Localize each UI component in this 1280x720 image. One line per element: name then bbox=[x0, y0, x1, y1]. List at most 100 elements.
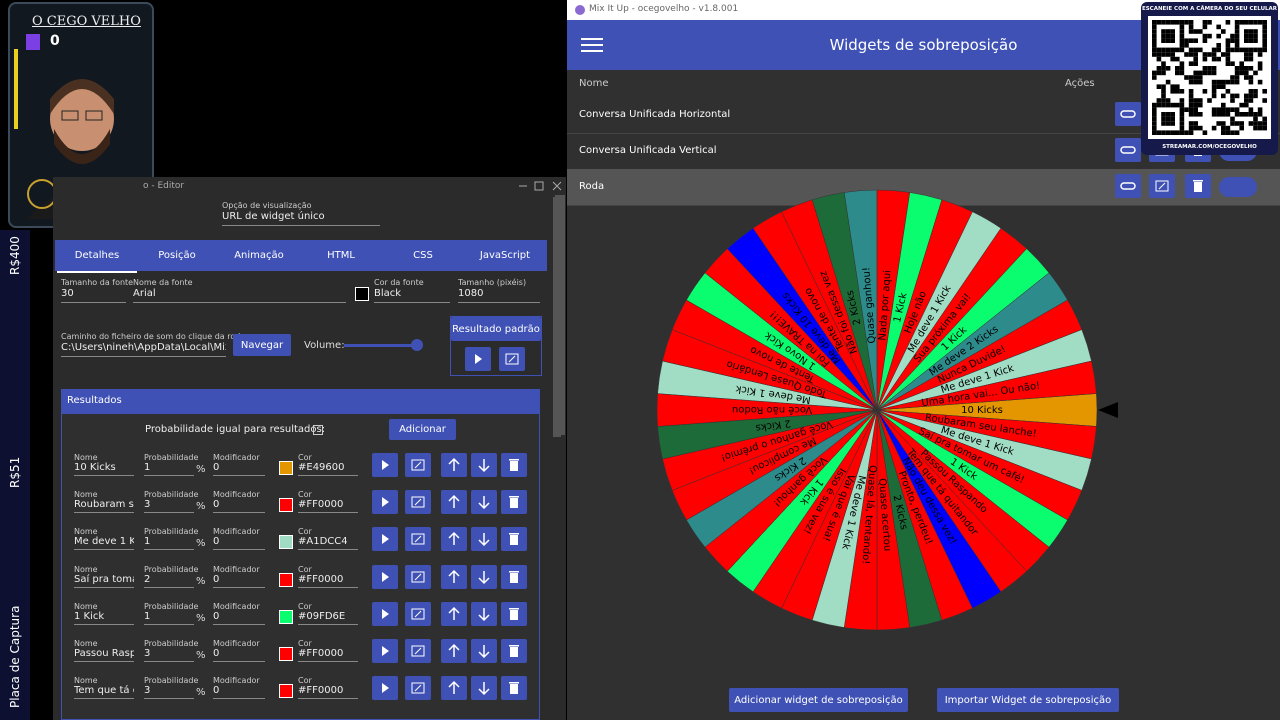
color-swatch[interactable] bbox=[279, 609, 293, 624]
text-input[interactable]: Tem que tá qu bbox=[74, 685, 134, 700]
move-up-button[interactable] bbox=[441, 527, 467, 552]
text-input[interactable]: #FF0000 bbox=[298, 648, 358, 662]
color-swatch[interactable] bbox=[279, 684, 293, 699]
move-up-button[interactable] bbox=[441, 564, 467, 589]
play-button[interactable] bbox=[372, 639, 398, 663]
text-input[interactable]: Roubaram se bbox=[74, 499, 134, 514]
text-input[interactable]: 0 bbox=[213, 574, 265, 588]
move-down-button[interactable] bbox=[471, 490, 497, 515]
text-input[interactable]: Saí pra tomar bbox=[74, 574, 134, 588]
text-input[interactable]: Me deve 1 Kic bbox=[74, 536, 134, 551]
edit-button[interactable] bbox=[405, 601, 431, 626]
view-select[interactable]: URL de widget único bbox=[222, 211, 380, 226]
text-input[interactable]: 3 bbox=[144, 685, 194, 700]
import-widget-button[interactable]: Importar Widget de sobreposição bbox=[937, 688, 1119, 712]
volume-slider[interactable] bbox=[344, 344, 418, 347]
color-swatch[interactable] bbox=[279, 498, 293, 513]
edit-button[interactable] bbox=[405, 564, 431, 589]
slider-thumb[interactable] bbox=[411, 339, 423, 351]
delete-button[interactable] bbox=[501, 676, 527, 701]
tab[interactable]: Detalhes bbox=[57, 240, 137, 273]
text-input[interactable]: #E49600 bbox=[298, 462, 358, 476]
text-input[interactable]: #FF0000 bbox=[298, 574, 358, 588]
delete-button[interactable] bbox=[501, 453, 527, 477]
delete-button[interactable] bbox=[501, 639, 527, 663]
play-button[interactable] bbox=[372, 601, 398, 626]
text-input[interactable]: 0 bbox=[213, 611, 265, 625]
text-input[interactable]: 1080 bbox=[458, 288, 540, 303]
add-widget-button[interactable]: Adicionar widget de sobreposição bbox=[729, 688, 908, 712]
play-button[interactable] bbox=[372, 564, 398, 589]
edit-button[interactable] bbox=[1149, 174, 1175, 198]
link-button[interactable] bbox=[1115, 174, 1141, 198]
tab[interactable]: HTML bbox=[327, 250, 355, 261]
color-swatch[interactable] bbox=[279, 647, 293, 661]
editor-scrollbar[interactable] bbox=[555, 195, 565, 435]
checkbox[interactable] bbox=[313, 425, 323, 435]
delete-button[interactable] bbox=[501, 601, 527, 626]
play-button[interactable] bbox=[372, 453, 398, 477]
toggle[interactable] bbox=[1219, 177, 1257, 197]
move-down-button[interactable] bbox=[471, 453, 497, 477]
tab[interactable]: JavaScript bbox=[479, 250, 531, 261]
text-input[interactable]: #FF0000 bbox=[298, 685, 358, 700]
tab[interactable]: CSS bbox=[413, 250, 433, 261]
text-input[interactable]: 1 bbox=[144, 462, 194, 476]
text-input[interactable]: 0 bbox=[213, 499, 265, 514]
delete-button[interactable] bbox=[501, 490, 527, 515]
edit-button[interactable] bbox=[405, 527, 431, 552]
edit-button[interactable] bbox=[405, 490, 431, 515]
move-down-button[interactable] bbox=[471, 676, 497, 701]
text-input[interactable]: 1 bbox=[144, 536, 194, 551]
menu-button[interactable] bbox=[581, 38, 603, 54]
link-button[interactable] bbox=[1115, 138, 1141, 162]
text-input[interactable]: 0 bbox=[213, 685, 265, 700]
text-input[interactable]: 0 bbox=[213, 648, 265, 662]
text-input[interactable]: Black bbox=[374, 288, 450, 303]
delete-button[interactable] bbox=[501, 527, 527, 552]
move-down-button[interactable] bbox=[471, 601, 497, 626]
tab[interactable]: Animação bbox=[234, 250, 284, 261]
text-input[interactable]: 1 Kick bbox=[74, 611, 134, 625]
move-up-button[interactable] bbox=[441, 676, 467, 701]
play-button[interactable] bbox=[372, 490, 398, 515]
browse-button[interactable]: Navegar bbox=[233, 334, 291, 356]
text-input[interactable]: 3 bbox=[144, 499, 194, 514]
move-up-button[interactable] bbox=[441, 453, 467, 477]
color-swatch[interactable] bbox=[279, 535, 293, 550]
text-input[interactable]: 3 bbox=[144, 648, 194, 662]
text-input[interactable]: 30 bbox=[61, 288, 126, 303]
edit-button[interactable] bbox=[405, 453, 431, 477]
move-up-button[interactable] bbox=[441, 490, 467, 515]
play-button[interactable] bbox=[465, 347, 491, 371]
add-button[interactable]: Adicionar bbox=[389, 419, 456, 440]
text-input[interactable]: 2 bbox=[144, 574, 194, 588]
play-button[interactable] bbox=[372, 676, 398, 701]
color-swatch[interactable] bbox=[279, 461, 293, 475]
edit-button[interactable] bbox=[405, 676, 431, 701]
play-button[interactable] bbox=[372, 527, 398, 552]
text-input[interactable]: Passou Raspa bbox=[74, 648, 134, 662]
font-select[interactable]: Arial bbox=[133, 288, 346, 303]
text-input[interactable]: 1 bbox=[144, 611, 194, 625]
color-swatch[interactable] bbox=[355, 287, 369, 301]
tab[interactable]: Posição bbox=[158, 250, 196, 261]
text-input[interactable]: 0 bbox=[213, 462, 265, 476]
move-down-button[interactable] bbox=[471, 564, 497, 589]
edit-button[interactable] bbox=[405, 639, 431, 663]
delete-button[interactable] bbox=[501, 564, 527, 589]
color-swatch[interactable] bbox=[279, 572, 293, 587]
text-input[interactable]: #A1DCC4 bbox=[298, 536, 358, 551]
text-input[interactable]: 0 bbox=[213, 536, 265, 551]
edit-button[interactable] bbox=[499, 347, 525, 371]
move-up-button[interactable] bbox=[441, 601, 467, 626]
move-down-button[interactable] bbox=[471, 527, 497, 552]
move-down-button[interactable] bbox=[471, 639, 497, 663]
delete-button[interactable] bbox=[1185, 174, 1211, 198]
text-input[interactable]: #FF0000 bbox=[298, 499, 358, 514]
text-input[interactable]: 10 Kicks bbox=[74, 462, 134, 476]
text-input[interactable]: #09FD6E bbox=[298, 611, 358, 625]
link-button[interactable] bbox=[1115, 102, 1141, 126]
move-up-button[interactable] bbox=[441, 639, 467, 663]
